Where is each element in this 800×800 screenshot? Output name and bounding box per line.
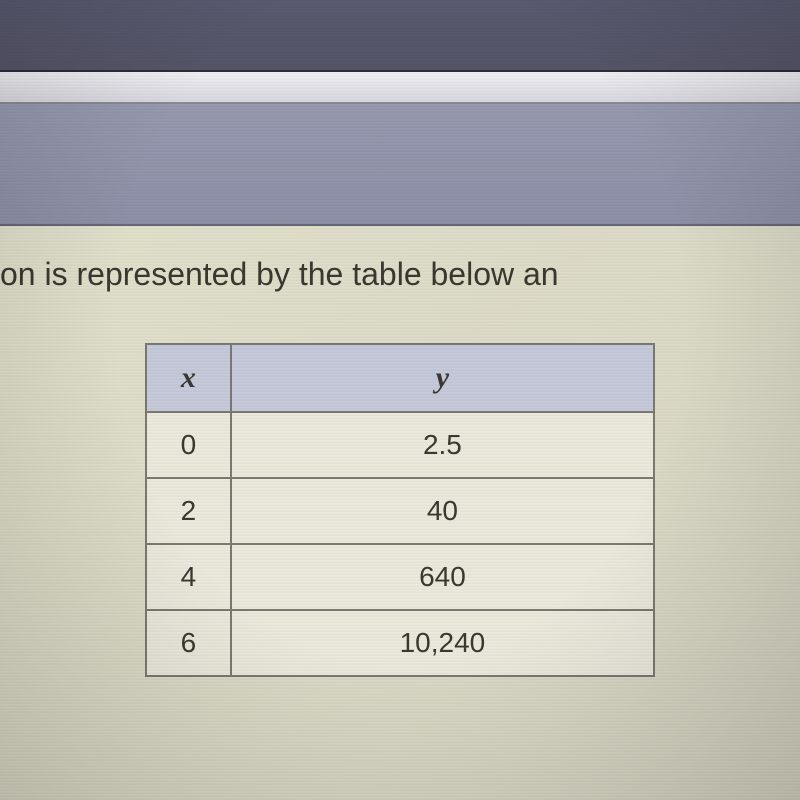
cell-y: 10,240 [231,610,654,676]
screenshot-root: on is represented by the table below an … [0,0,800,800]
cell-x: 6 [146,610,231,676]
cell-y: 2.5 [231,412,654,478]
table-row: 0 2.5 [146,412,654,478]
col-header-x: x [146,344,231,412]
xy-data-table: x y 0 2.5 2 40 4 640 [145,343,655,677]
table-row: 2 40 [146,478,654,544]
cell-x: 2 [146,478,231,544]
cell-x: 0 [146,412,231,478]
table-header-row: x y [146,344,654,412]
table-row: 6 10,240 [146,610,654,676]
cell-y: 640 [231,544,654,610]
table-wrapper: x y 0 2.5 2 40 4 640 [0,343,800,677]
content-panel: on is represented by the table below an … [0,226,800,800]
question-text-fragment: on is represented by the table below an [0,256,800,293]
cell-y: 40 [231,478,654,544]
header-purple-band [0,104,800,226]
toolbar-light-bar [0,72,800,104]
cell-x: 4 [146,544,231,610]
browser-chrome-dark-bar [0,0,800,72]
col-header-y: y [231,344,654,412]
table-row: 4 640 [146,544,654,610]
